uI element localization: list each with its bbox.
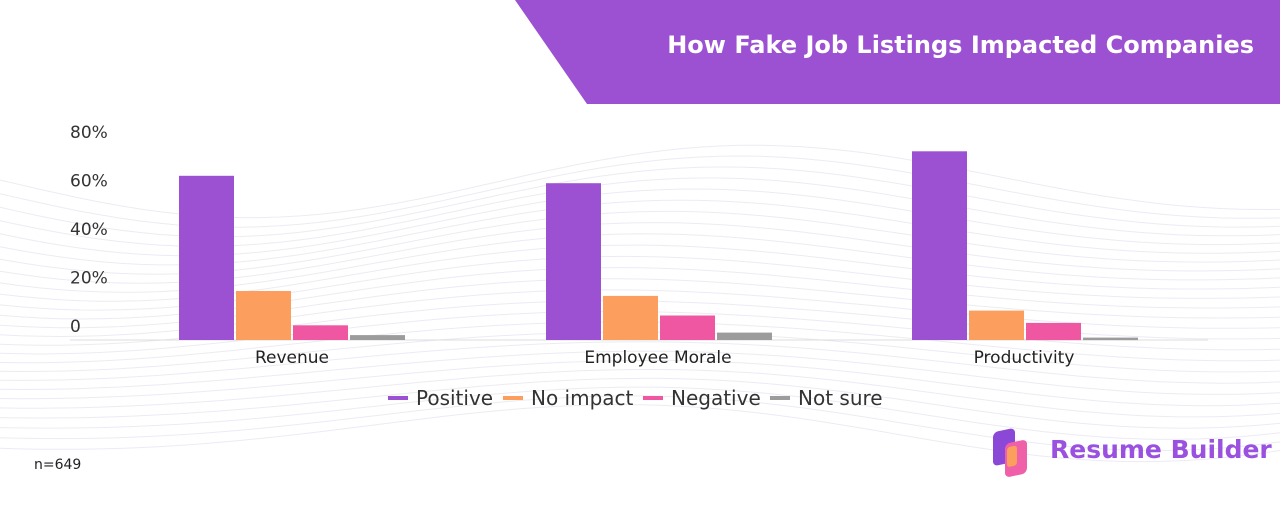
- bar: [350, 335, 405, 340]
- bar: [660, 315, 715, 340]
- x-tick-label: Revenue: [255, 348, 329, 368]
- bar: [179, 175, 234, 340]
- bar: [717, 332, 772, 340]
- bar: [236, 291, 291, 340]
- background-wave-line: [0, 386, 1280, 440]
- legend-swatch: [770, 396, 790, 400]
- chart-title: How Fake Job Listings Impacted Companies: [667, 31, 1254, 59]
- legend-label: Not sure: [798, 386, 883, 410]
- y-tick-label: 20%: [70, 269, 108, 289]
- bar-plot-area: [179, 151, 1138, 341]
- brand-logo: Resume Builder: [990, 425, 1272, 477]
- x-tick-label: Employee Morale: [584, 348, 731, 368]
- bar: [546, 183, 601, 340]
- legend-label: Negative: [671, 386, 761, 410]
- background-wave-line: [0, 369, 1280, 418]
- legend: Positive No impact Negative Not sure: [388, 386, 883, 410]
- bar: [293, 325, 348, 340]
- y-tick-label: 0: [70, 317, 81, 337]
- background-wave-line: [0, 341, 1280, 384]
- sample-size-note: n=649: [34, 457, 82, 473]
- legend-label: No impact: [531, 386, 634, 410]
- bar: [1083, 337, 1138, 341]
- legend-swatch: [503, 396, 523, 400]
- x-tick-label: Productivity: [974, 348, 1075, 368]
- background-wave-line: [0, 350, 1280, 395]
- legend-swatch: [643, 396, 663, 400]
- background-wave-line: [0, 404, 1280, 463]
- background-wave-line: [0, 360, 1280, 407]
- title-banner: [515, 0, 1280, 104]
- resume-builder-logo-icon: [993, 428, 1027, 477]
- bar: [603, 295, 658, 340]
- brand-name: Resume Builder: [1050, 435, 1272, 464]
- bar: [969, 310, 1024, 340]
- bar: [912, 151, 967, 340]
- y-tick-label: 40%: [70, 220, 108, 240]
- background-wave-line: [0, 377, 1280, 429]
- bar: [1026, 322, 1081, 341]
- legend-label: Positive: [416, 386, 493, 410]
- legend-swatch: [388, 396, 408, 400]
- y-tick-label: 60%: [70, 172, 108, 192]
- x-axis-labels: Revenue Employee Morale Productivity: [255, 348, 1074, 368]
- y-tick-label: 80%: [70, 123, 108, 143]
- background-wave-line: [0, 395, 1280, 452]
- y-axis: 80% 60% 40% 20% 0: [70, 123, 108, 337]
